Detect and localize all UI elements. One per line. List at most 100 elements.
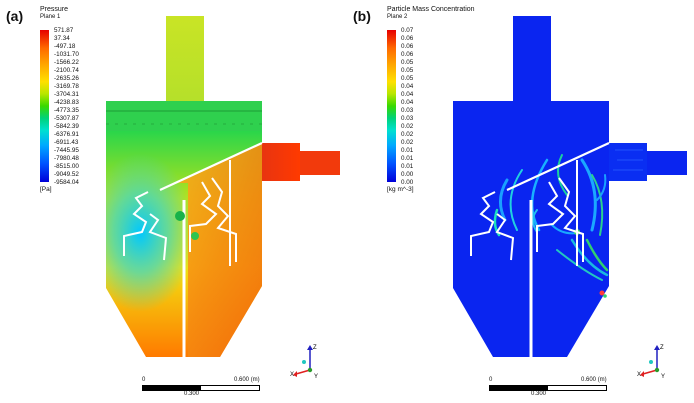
particle-streaks [493,154,609,281]
legend-tick: -1566.22 [54,59,79,66]
legend-title: Pressure [40,6,69,13]
outlet-duct [262,143,300,181]
scale-mid: 0.300 [531,391,547,397]
scale-unit: (m) [250,377,260,383]
chimney [166,16,204,103]
diagonal-plate [159,142,263,191]
legend-tick: -4773.35 [54,107,79,114]
legend-tick: 571.87 [54,27,74,34]
legend-plane: Plane 2 [387,14,408,20]
legend-tick: 0.04 [401,83,414,90]
axis-x-label: X [290,372,294,378]
legend-tick: -5307.87 [54,115,79,122]
axes-triad-icon: Z X Y [290,345,318,380]
chimney [513,16,551,103]
pressure-panel: (a) Pressure Plane 1 571.87 37.34 -497.1… [6,6,340,401]
axis-y-label: Y [314,374,318,380]
legend-plane: Plane 1 [40,14,61,20]
outlet-duct [609,143,647,181]
legend-unit: [kg m^-3] [387,186,414,193]
legend-tick: 0.02 [401,139,414,146]
legend-tick: 0.03 [401,107,414,114]
top-band [106,101,262,131]
legend-unit: [Pa] [40,186,52,193]
scale-bar-graphic [489,385,607,391]
left-vane [123,191,168,261]
legend-tick: 0.00 [401,171,414,178]
pressure-contour-domain [106,16,340,357]
scale-bar-fill [143,386,201,390]
legend-tick: -2100.74 [54,67,79,74]
scale-max: 0.600 (m) [234,377,260,383]
high-pressure-zone [178,143,262,357]
left-vane [470,191,515,261]
axis-z-label: Z [313,345,317,351]
legend-tick: 0.00 [401,179,414,186]
legend-tick: 0.06 [401,43,414,50]
scale-zero: 0 [489,377,493,383]
legend-tick: -8515.00 [54,163,79,170]
legend-tick: -5842.39 [54,123,79,130]
diagonal-plate [506,142,610,191]
particle-spot [599,290,605,296]
legend-tick: 0.05 [401,59,414,66]
scale-bar-graphic [142,385,260,391]
right-vane [536,177,584,262]
scale-bar: 0 0.600 (m) 0.300 [140,377,270,401]
legend-tick: -9049.52 [54,171,79,178]
scale-unit: (m) [597,377,607,383]
legend-tick: 0.02 [401,123,414,130]
scale-max-value: 0.600 [234,377,250,383]
legend-tick: -2635.26 [54,75,79,82]
color-scale-bar [40,30,49,182]
concentration-panel: (b) Particle Mass Concentration Plane 2 … [347,0,694,403]
scale-bar-fill [490,386,548,390]
legend-tick: -4238.83 [54,99,79,106]
legend-tick: 0.04 [401,91,414,98]
outlet-streaks [613,149,643,171]
legend-title: Particle Mass Concentration [387,6,475,13]
scale-mid: 0.300 [184,391,200,397]
axis-y-label: Y [661,374,665,380]
legend-tick: 0.05 [401,75,414,82]
vortex-core [191,232,199,240]
scale-zero: 0 [142,377,146,383]
vortex-core [175,211,185,221]
concentration-contour-domain [453,16,687,357]
legend-tick: -3169.78 [54,83,79,90]
scale-max: 0.600 (m) [581,377,607,383]
legend-tick: 0.01 [401,147,414,154]
legend-tick: -7980.48 [54,155,79,162]
legend-tick: 0.06 [401,35,414,42]
axis-z-label: Z [660,345,664,351]
legend-tick: -6911.43 [54,139,79,146]
particle-spot [603,294,607,298]
legend-ticks: 571.87 37.34 -497.18 -1031.70 -1566.22 -… [54,27,114,187]
scale-bar: 0 0.600 (m) 0.300 [487,377,617,401]
right-vane [189,177,237,262]
legend-tick: 0.03 [401,115,414,122]
legend-tick: 0.01 [401,163,414,170]
legend-tick: -6376.91 [54,131,79,138]
axis-x-label: X [637,372,641,378]
legend-tick: -1031.70 [54,51,79,58]
legend-tick: 0.05 [401,67,414,74]
axes-triad-icon: Z X Y [637,345,665,380]
legend-tick: 0.01 [401,155,414,162]
color-scale-bar [387,30,396,182]
legend-tick: 0.04 [401,99,414,106]
outlet-pipe [647,151,687,175]
outlet-pipe [300,151,340,175]
legend-tick: 0.02 [401,131,414,138]
scale-max-value: 0.600 [581,377,597,383]
legend-tick: -9584.04 [54,179,79,186]
legend-tick: -3704.31 [54,91,79,98]
panel-label-b: (b) [353,8,371,24]
legend-tick: 37.34 [54,35,70,42]
legend-tick: -497.18 [54,43,76,50]
legend-tick: -7445.95 [54,147,79,154]
legend-ticks: 0.07 0.06 0.06 0.06 0.05 0.05 0.05 0.04 … [401,27,461,187]
legend-tick: 0.06 [401,51,414,58]
legend-tick: 0.07 [401,27,414,34]
panel-label-a: (a) [6,8,24,24]
